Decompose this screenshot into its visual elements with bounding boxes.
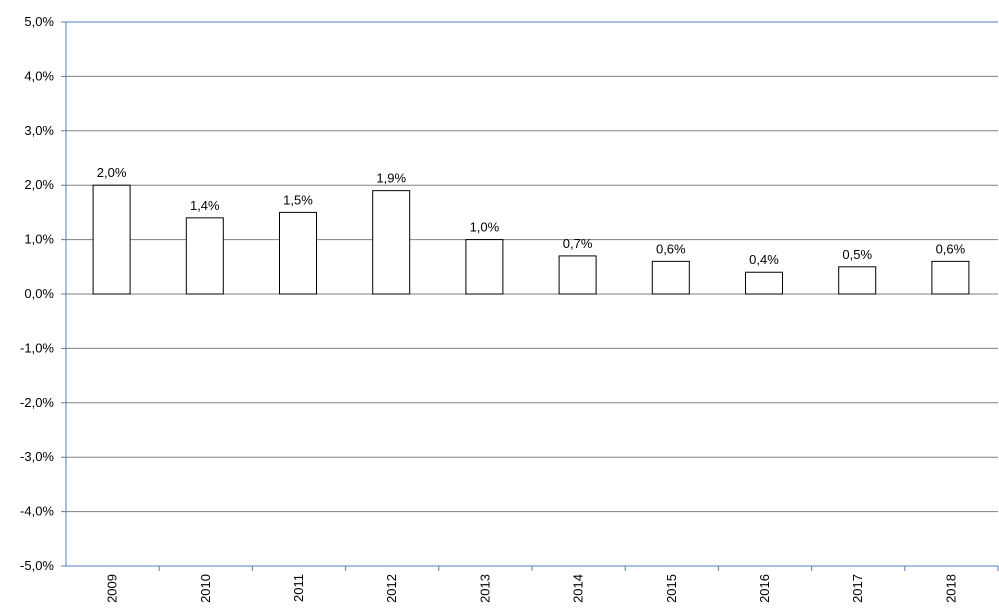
x-category-label: 2015	[664, 574, 679, 603]
bar	[372, 190, 411, 295]
y-tick-label: 0,0%	[24, 286, 54, 301]
x-category-label: 2014	[571, 574, 586, 603]
bar-value-label: 0,5%	[842, 247, 872, 262]
bar	[558, 255, 597, 295]
y-tick-label: 4,0%	[24, 68, 54, 83]
bar-value-label: 0,6%	[936, 241, 966, 256]
bar	[651, 260, 690, 295]
data-labels: 2,0% 1,4% 1,5% 1,9% 1,0% 0,7% 0,6% 0,4% 0,5% 0,6%	[97, 165, 966, 267]
bar-value-label: 2,0%	[97, 165, 127, 180]
bar-value-label: 0,7%	[563, 236, 593, 251]
y-tick-label: 2,0%	[24, 177, 54, 192]
x-category-label: 2011	[291, 574, 306, 602]
y-tick-label: 5,0%	[24, 14, 54, 29]
y-tick-label: -3,0%	[20, 449, 54, 464]
x-category-label: 2018	[943, 574, 958, 603]
bar-value-label: 1,9%	[376, 171, 406, 186]
bar	[465, 239, 504, 295]
bar	[279, 211, 317, 295]
x-category-label: 2012	[384, 574, 399, 603]
bar	[745, 271, 783, 295]
bar	[931, 260, 970, 295]
x-category-label: 2013	[477, 574, 492, 603]
bar-value-label: 0,4%	[749, 252, 779, 267]
bar	[838, 266, 877, 295]
bar	[92, 184, 131, 295]
y-axis-tick-labels: 5,0% 4,0% 3,0% 2,0% 1,0% 0,0% -1,0% -2,0% -3,0% -…	[20, 14, 54, 573]
y-tick-label: -2,0%	[20, 395, 54, 410]
bar-value-label: 1,0%	[470, 220, 500, 235]
x-category-label: 2016	[757, 574, 772, 603]
bars	[92, 184, 970, 295]
y-tick-label: -1,0%	[20, 340, 54, 355]
axes	[61, 21, 999, 571]
x-axis-category-labels: 2009 2010 2011 2012 2013 2014 2015 2016 2017 2018	[105, 574, 959, 603]
x-category-label: 2010	[198, 574, 213, 603]
y-tick-label: 1,0%	[24, 232, 54, 247]
y-tick-label: 3,0%	[24, 123, 54, 138]
bar-value-label: 1,5%	[283, 192, 313, 207]
y-tick-label: -5,0%	[20, 558, 54, 573]
bar	[185, 217, 224, 295]
y-tick-label: -4,0%	[20, 504, 54, 519]
x-category-label: 2017	[850, 574, 865, 603]
x-category-label: 2009	[105, 574, 120, 603]
bar-value-label: 1,4%	[190, 198, 220, 213]
bar-value-label: 0,6%	[656, 241, 686, 256]
